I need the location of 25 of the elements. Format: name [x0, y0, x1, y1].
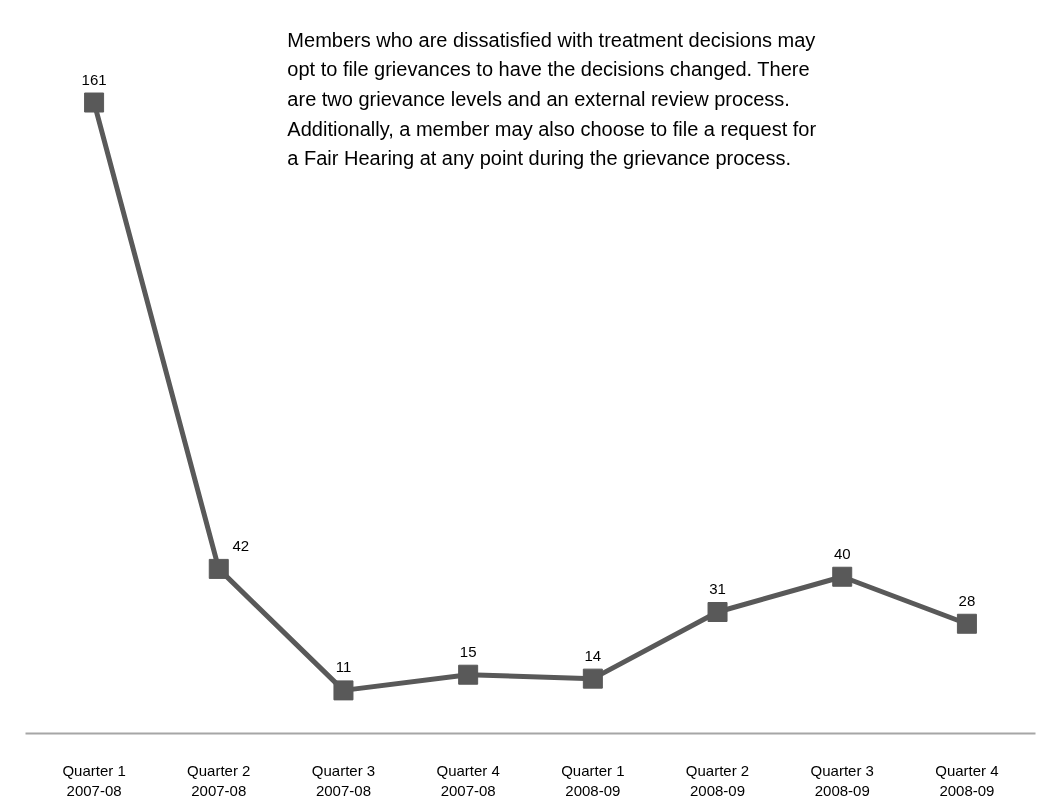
- point: [832, 566, 853, 587]
- data-label: 161: [81, 70, 107, 88]
- annotation: Members who are dissatisfied with treatment decisions may opt to file grievances to have the decisions changed. There are two grievance levels and an external review process. Additionally, a member may also choose to file a request for a Fair Hearing at any point during the grievance process.: [287, 28, 817, 170]
- x-tick-label: Quarter 2 2007-08: [187, 761, 251, 799]
- data-label: 31: [709, 580, 726, 598]
- point: [956, 613, 977, 634]
- data-label: 42: [232, 536, 250, 554]
- x-tick-label: Quarter 4 2008-09: [935, 761, 999, 799]
- point: [458, 664, 479, 685]
- data-label: 15: [459, 642, 477, 660]
- x-tick-label: Quarter 1 2007-08: [62, 761, 126, 799]
- x-tick-label: Quarter 3 2008-09: [810, 761, 874, 799]
- x-tick-label: Quarter 3 2007-08: [311, 761, 376, 799]
- point: [84, 92, 105, 113]
- data-label: 40: [833, 544, 851, 562]
- x-tick-label: Quarter 4 2007-08: [436, 761, 500, 799]
- x-tick-label: Quarter 2 2008-09: [685, 761, 750, 799]
- point: [333, 680, 354, 701]
- x-tick-label: Quarter 1 2008-09: [561, 761, 625, 799]
- data-label: 14: [584, 646, 602, 664]
- data-label: 28: [958, 591, 976, 609]
- data-label: 11: [335, 658, 352, 676]
- point: [582, 668, 603, 689]
- point: [208, 558, 229, 579]
- point: [707, 602, 728, 623]
